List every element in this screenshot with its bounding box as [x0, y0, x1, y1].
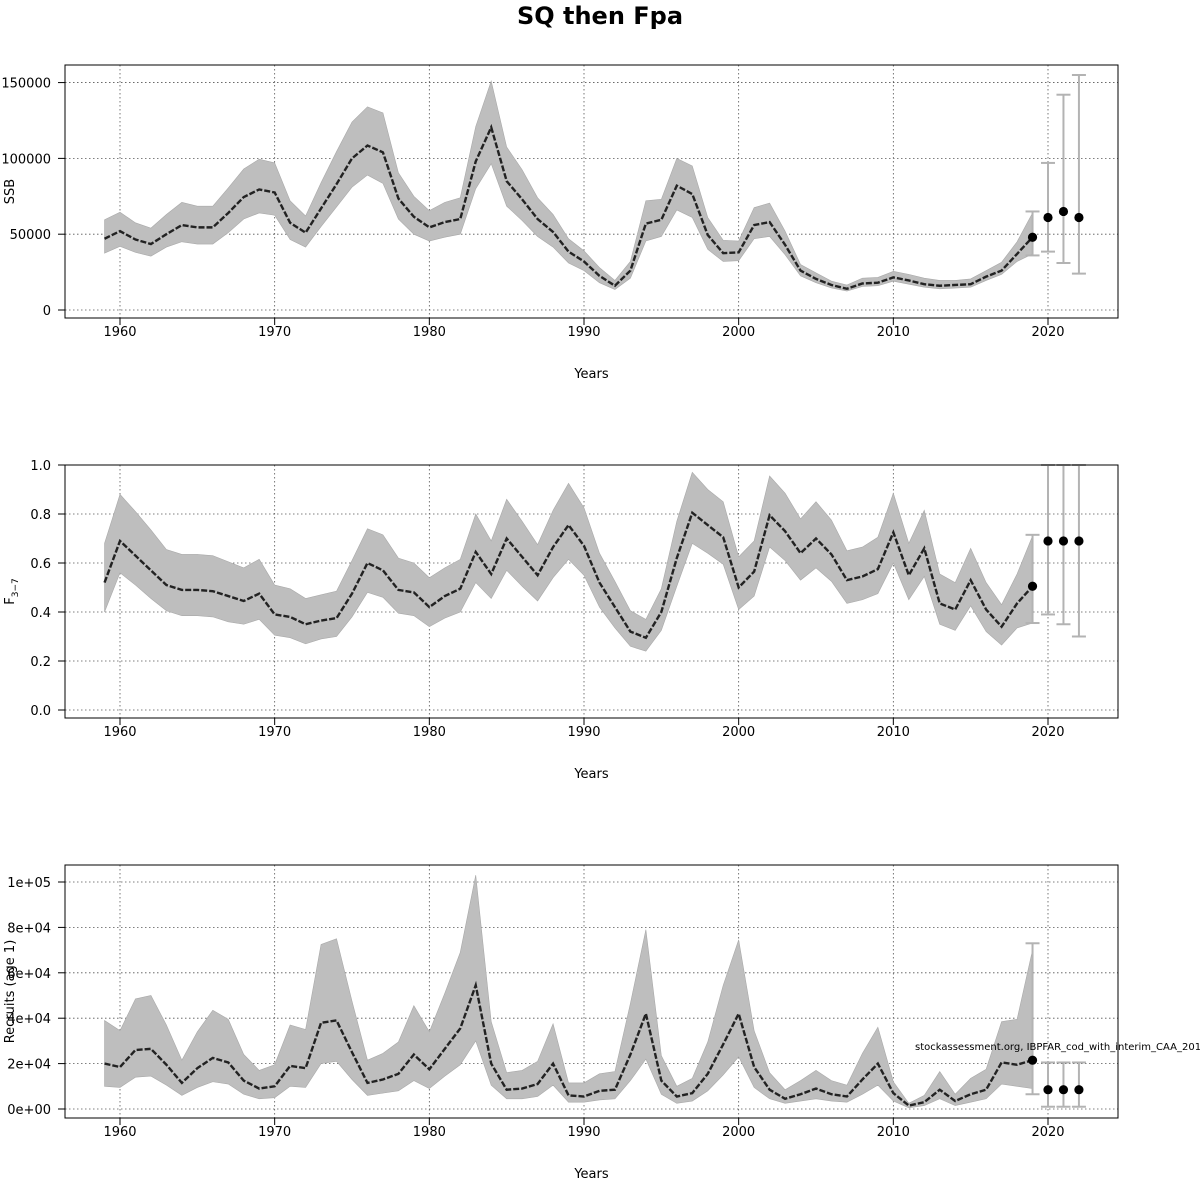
x-axis-label: Years [573, 767, 609, 782]
estimate-line [104, 980, 1033, 1107]
y-tick-label: 1e+05 [7, 876, 51, 891]
y-tick-label: 1.0 [30, 459, 51, 474]
projection-2019 [1025, 210, 1040, 257]
projection-point [1043, 212, 1053, 223]
projection-point [1043, 536, 1053, 546]
x-tick-label: 2000 [722, 725, 755, 740]
confidence-band [104, 471, 1033, 652]
projection-2019 [1025, 533, 1040, 625]
projection-2019 [1025, 942, 1040, 1096]
projection-point [1058, 1085, 1069, 1095]
y-axis-label: F3−7 [3, 578, 21, 604]
projection-point [1043, 1085, 1053, 1095]
y-tick-label: 100000 [1, 152, 51, 167]
y-tick-label: 50000 [10, 228, 51, 243]
x-tick-label: 2020 [1031, 325, 1064, 340]
x-tick-label: 1970 [258, 325, 291, 340]
x-axis-label: Years [573, 1167, 609, 1182]
y-tick-label: 0.4 [30, 606, 51, 621]
x-tick-label: 1960 [103, 725, 136, 740]
x-tick-label: 1960 [103, 325, 136, 340]
estimate-line [103, 510, 1034, 640]
projection-point [1027, 1055, 1038, 1065]
projection-2021 [1056, 93, 1071, 264]
panels: 1960 1970 1980 1990 2000 2010 2020 0 50000 100000… [1, 64, 1200, 1182]
x-tick-label: 1970 [258, 725, 291, 740]
projection-2022 [1071, 464, 1086, 638]
projection-2021 [1056, 464, 1071, 626]
projection-2022 [1071, 74, 1086, 275]
y-tick-label: 4e+04 [7, 1012, 51, 1027]
x-tick-label: 2010 [877, 1125, 910, 1140]
projection-point [1058, 536, 1069, 546]
estimate-line [104, 123, 1034, 291]
projection-2020 [1041, 1061, 1055, 1108]
x-tick-label: 1960 [103, 1125, 136, 1140]
y-tick-label: 0.2 [30, 655, 51, 670]
projection-point [1074, 536, 1084, 546]
y-axis-label: Recruits (age 1) [3, 940, 18, 1044]
y-tick-label: 2e+04 [7, 1058, 51, 1073]
panel-1: 1960 1970 1980 1990 2000 2010 2020 0 50000 100000… [1, 64, 1119, 382]
y-tick-label: 6e+04 [7, 967, 51, 982]
projection-2021 [1056, 1061, 1071, 1108]
projection-point [1058, 206, 1069, 217]
plot-frame [64, 64, 1119, 319]
x-tick-label: 2020 [1031, 1125, 1064, 1140]
x-tick-label: 2020 [1031, 725, 1064, 740]
x-tick-label: 2000 [722, 1125, 755, 1140]
y-tick-label: 150000 [1, 77, 51, 92]
x-tick-label: 2010 [877, 725, 910, 740]
x-tick-label: 1990 [567, 1125, 600, 1140]
y-tick-label: 0.6 [30, 557, 51, 572]
panel-3: 1960 1970 1980 1990 2000 2010 2020 0e+00 2e+04 4e… [3, 864, 1119, 1182]
figure-title: SQ then Fpa [517, 2, 683, 30]
projection-2020 [1041, 464, 1055, 616]
y-axis-label: SSB [3, 179, 18, 204]
y-tick-label: 8e+04 [7, 921, 51, 936]
y-tick-label: 0.0 [30, 704, 51, 719]
x-tick-label: 2010 [877, 325, 910, 340]
y-tick-label: 0.8 [30, 508, 51, 523]
y-axis-label-main: SSB [3, 179, 18, 204]
y-axis-label-main: F [3, 597, 18, 604]
projection-point [1074, 1085, 1084, 1095]
projection-2020 [1041, 161, 1055, 253]
x-tick-label: 2000 [722, 325, 755, 340]
y-tick-label: 0 [43, 304, 51, 319]
x-axis-label: Years [573, 367, 609, 382]
panel-2: 1960 1970 1980 1990 2000 2010 2020 0.0 0.2 0.4 0.6… [3, 459, 1119, 782]
x-tick-label: 1980 [413, 725, 446, 740]
x-tick-label: 1990 [567, 725, 600, 740]
x-tick-label: 1990 [567, 325, 600, 340]
projection-point [1027, 581, 1038, 591]
projection-2022 [1071, 1061, 1086, 1108]
y-tick-label: 0e+00 [7, 1103, 51, 1118]
projection-point [1074, 212, 1084, 223]
y-axis-label-subscript: 3−7 [11, 578, 21, 597]
plot-frame [64, 464, 1119, 719]
projection-point [1027, 232, 1038, 242]
y-axis-label-main: Recruits (age 1) [3, 940, 18, 1044]
x-tick-label: 1970 [258, 1125, 291, 1140]
x-tick-label: 1980 [413, 325, 446, 340]
x-tick-label: 1980 [413, 1125, 446, 1140]
plot-frame [64, 864, 1119, 1119]
source-annotation: stockassessment.org, IBPFAR_cod_with_int… [915, 1042, 1200, 1053]
